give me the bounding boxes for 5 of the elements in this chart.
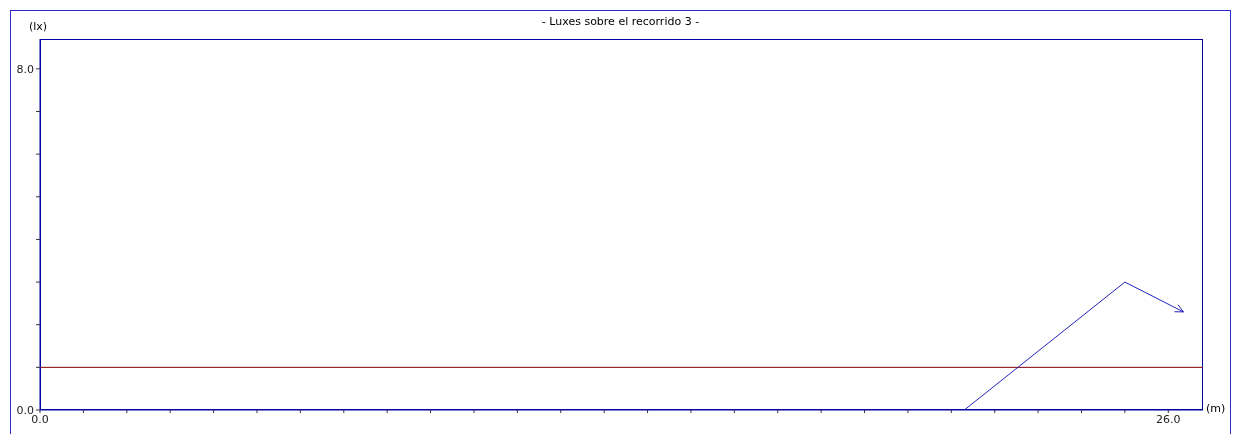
chart-title: - Luxes sobre el recorrido 3 -: [541, 15, 700, 28]
y-axis-title: (lx): [29, 20, 48, 33]
x-tick-label: 26.0: [1156, 412, 1181, 426]
y-tick-label: 8.0: [16, 62, 34, 76]
x-axis-title: (m): [1206, 402, 1226, 415]
